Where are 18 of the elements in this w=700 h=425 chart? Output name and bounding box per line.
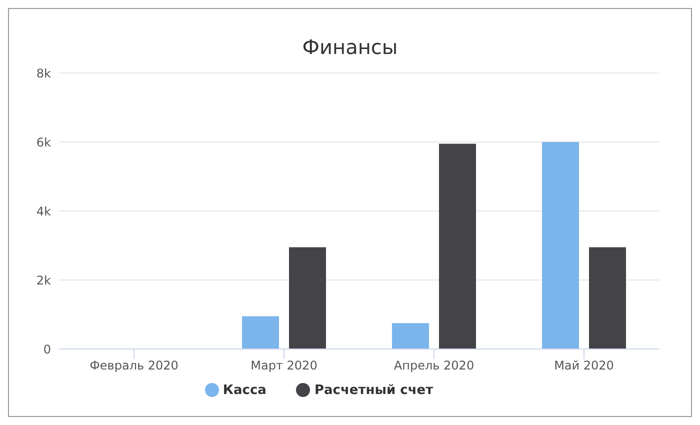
chart-title: Финансы (301, 35, 399, 61)
y-tick-label: 4k (36, 204, 52, 218)
bar (242, 316, 279, 349)
bar (392, 323, 429, 349)
x-tick-label: Май 2020 (554, 358, 614, 373)
bar (439, 144, 476, 349)
x-tick-label: Март 2020 (250, 358, 318, 373)
legend-label: Касса (222, 383, 266, 398)
y-tick-label: 0 (43, 342, 51, 356)
x-tick-label: Апрель 2020 (394, 358, 474, 373)
y-tick-label: 6k (36, 135, 52, 150)
bar (542, 142, 579, 349)
bar (589, 247, 626, 349)
legend-label: Расчетный счет (314, 383, 434, 398)
y-tick-label: 2k (36, 273, 52, 288)
bar (289, 247, 326, 349)
y-tick-label: 8k (36, 66, 52, 80)
x-tick-label: Февраль 2020 (90, 358, 178, 373)
